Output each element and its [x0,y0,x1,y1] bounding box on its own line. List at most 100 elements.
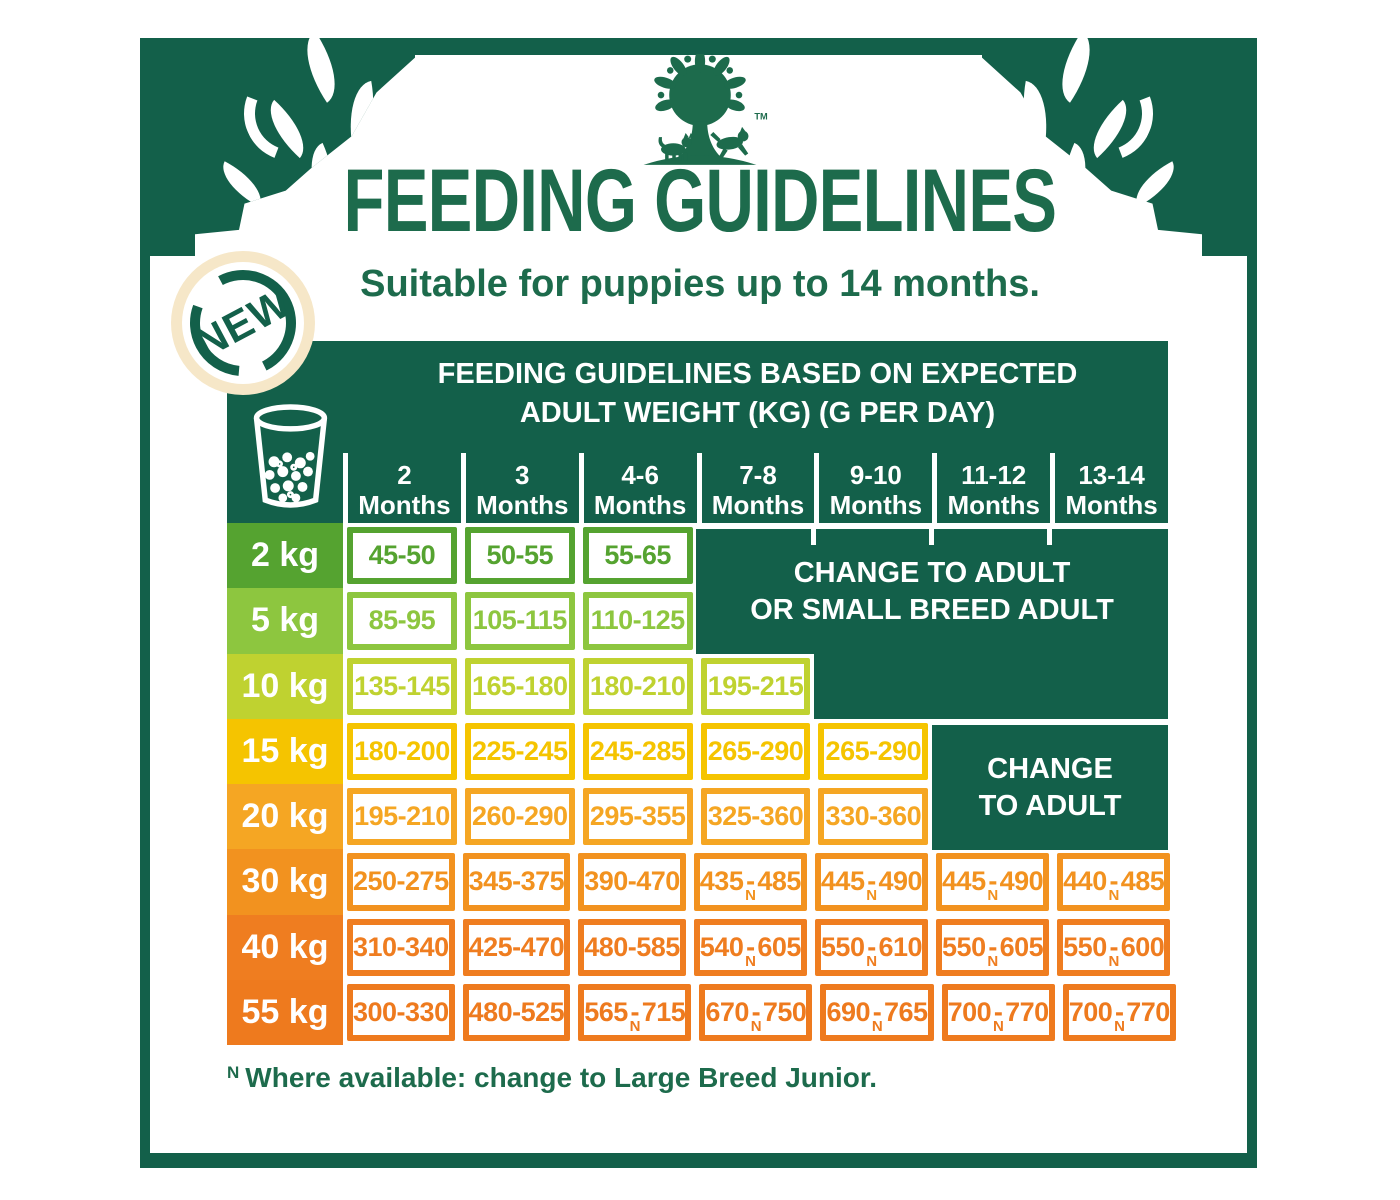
feeding-range-cell: 425-470 [462,918,571,976]
cell-slot: 195-215 [697,654,815,719]
cell-slot: 325-360 [697,784,815,849]
cell-slot: 345-375 [459,849,575,914]
cell-slot: 245-285 [579,719,697,784]
column-header: 11-12 Months [932,453,1050,523]
cell-slot: 300-330 [343,980,459,1045]
table-row: 5 kg 85-95 105-115 110-125 [227,588,1168,654]
subtitle: Suitable for puppies up to 14 months. [360,263,1040,305]
header-divider-tick [811,529,816,545]
feeding-range-cell: 440- N 485 [1057,853,1171,911]
leaf-icon [1015,81,1056,149]
footnote-marker: N [1114,1017,1125,1035]
feeding-range-cell: 540- N 605 [693,918,807,976]
merged-label-line2: TO ADULT [978,789,1122,822]
change-to-adult-cell: CHANGE TO ADULT [932,719,1168,850]
feeding-range-cell: 265-290 [818,722,929,780]
footnote-marker: N [871,1017,883,1035]
column-header: 7-8 Months [696,453,815,523]
cell-slot: 250-275 [343,849,459,914]
cell-slot: 550- N 605 [932,915,1053,980]
frame-bottom-strip [140,1153,1257,1168]
table-title-line1: FEEDING GUIDELINES BASED ON EXPECTED [437,358,1078,390]
feeding-range-cell: 700- N 770 [1062,983,1176,1041]
new-badge: NEW [168,248,318,398]
feeding-range-cell: 110-125 [582,592,693,650]
footnote-marker: N [1108,887,1120,905]
table-body: 2 kg 45-50 50-55 55-65 5 kg 85-95 105-115 110-1… [227,523,1176,1046]
feeding-range-cell: 480-585 [578,918,686,976]
cell-slot: 195-210 [343,784,461,849]
cell-slot: 445- N 490 [811,849,932,914]
row-weight-label: 2 kg [227,523,343,589]
new-badge-ring-icon [171,251,315,395]
column-header: 2 Months [343,453,461,523]
feeding-range-cell: 565- N 715 [578,983,692,1041]
table-header: FEEDING GUIDELINES BASED ON EXPECTED ADU… [227,341,1168,523]
cell-slot: 565- N 715 [574,980,695,1045]
table-row: 30 kg 250-275 345-375 390-470 435- N 485 445- N 4… [227,849,1171,915]
feeding-range-cell: 435- N 485 [693,853,807,911]
feeding-range-cell: 480-525 [462,983,571,1041]
row-weight-label: 40 kg [227,914,343,980]
merged-label-line1: CHANGE [987,752,1113,785]
row-weight-label: 20 kg [227,784,343,850]
column-header: 3 Months [460,453,579,523]
feeding-range-cell: 670- N 750 [699,983,813,1041]
footnote-marker: N [992,1017,1004,1035]
cell-slot: 180-210 [579,654,697,719]
footnote-marker: N [227,1063,240,1082]
header-divider-tick [929,529,934,545]
table-row: 40 kg 310-340 425-470 480-585 540- N 605 550- N 6… [227,914,1171,980]
trademark-symbol: TM [754,112,768,122]
cell-slot: 435- N 485 [690,849,811,914]
feeding-range-cell: 260-290 [464,788,575,846]
feeding-range-cell: 195-215 [700,657,811,715]
header-divider-tick [1047,529,1052,545]
cell-slot: 480-585 [574,915,690,980]
table-row: 10 kg 135-145 165-180 180-210 195-215 [227,653,1168,719]
cell-slot: 135-145 [343,654,461,719]
feeding-range-cell: 135-145 [347,657,457,715]
footnote-marker: N [987,887,998,905]
cell-slot: 540- N 605 [690,915,811,980]
feeding-range-cell: 445- N 490 [814,853,929,911]
cell-slot: 550- N 610 [811,915,932,980]
footnote-marker: N [745,887,756,905]
footnote-marker: N [629,1017,641,1035]
feeding-guidelines-table: FEEDING GUIDELINES BASED ON EXPECTED ADU… [227,341,1176,1046]
column-headers: 2 Months 3 Months 4-6 Months 7-8 Months 9-10 Mont… [343,453,1168,523]
feeding-range-cell: 390-470 [578,853,686,911]
cell-slot: 390-470 [574,849,690,914]
change-to-adult-or-small-breed-cell: CHANGE TO ADULT OR SMALL BREED ADULT [696,523,1168,654]
table-row: 55 kg 300-330 480-525 565- N 715 670- N 750 690- N… [227,979,1176,1045]
measuring-cup-icon [253,404,328,508]
cell-slot: 690- N 765 [816,980,937,1045]
cell-slot: 110-125 [579,588,697,653]
feeding-range-cell: 105-115 [464,592,575,650]
cell-slot: 700- N 770 [1059,980,1180,1045]
brand-logo-tree-icon: TM [643,54,768,165]
cell-slot: 330-360 [814,784,932,849]
change-to-adult-or-small-breed-cell-extension [814,654,1168,719]
cell-slot: 480-525 [459,980,575,1045]
cell-slot: 225-245 [461,719,579,784]
cell-slot: 105-115 [461,588,579,653]
row-weight-label: 5 kg [227,588,343,654]
feeding-range-cell: 325-360 [700,788,811,846]
cell-slot: 425-470 [459,915,575,980]
cell-slot: 310-340 [343,915,459,980]
feeding-range-cell: 330-360 [818,788,929,846]
footnote-marker: N [745,952,756,970]
cell-slot: 295-355 [579,784,697,849]
feeding-range-cell: 250-275 [347,853,455,911]
table-row: 15 kg 180-200 225-245 245-285 265-290 265-290 [227,718,1168,784]
leaf-icon [341,80,383,150]
footnote-marker: N [750,1017,762,1035]
footnote-marker: N [987,952,998,970]
page-title: FEEDING GUIDELINES [343,151,1058,251]
table-title-line2: ADULT WEIGHT (KG) (G PER DAY) [519,397,996,429]
row-weight-label: 10 kg [227,653,343,719]
feeding-range-cell: 165-180 [464,657,575,715]
table-title: FEEDING GUIDELINES BASED ON EXPECTED ADU… [347,355,1168,433]
cell-slot: 445- N 490 [932,849,1053,914]
